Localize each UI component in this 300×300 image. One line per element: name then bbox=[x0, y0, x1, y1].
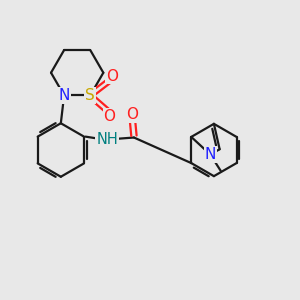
Text: N: N bbox=[58, 88, 70, 103]
Text: O: O bbox=[126, 107, 138, 122]
Text: O: O bbox=[106, 69, 118, 84]
Text: S: S bbox=[85, 88, 95, 103]
Text: N: N bbox=[205, 147, 216, 162]
Text: NH: NH bbox=[96, 131, 118, 146]
Text: O: O bbox=[103, 109, 116, 124]
